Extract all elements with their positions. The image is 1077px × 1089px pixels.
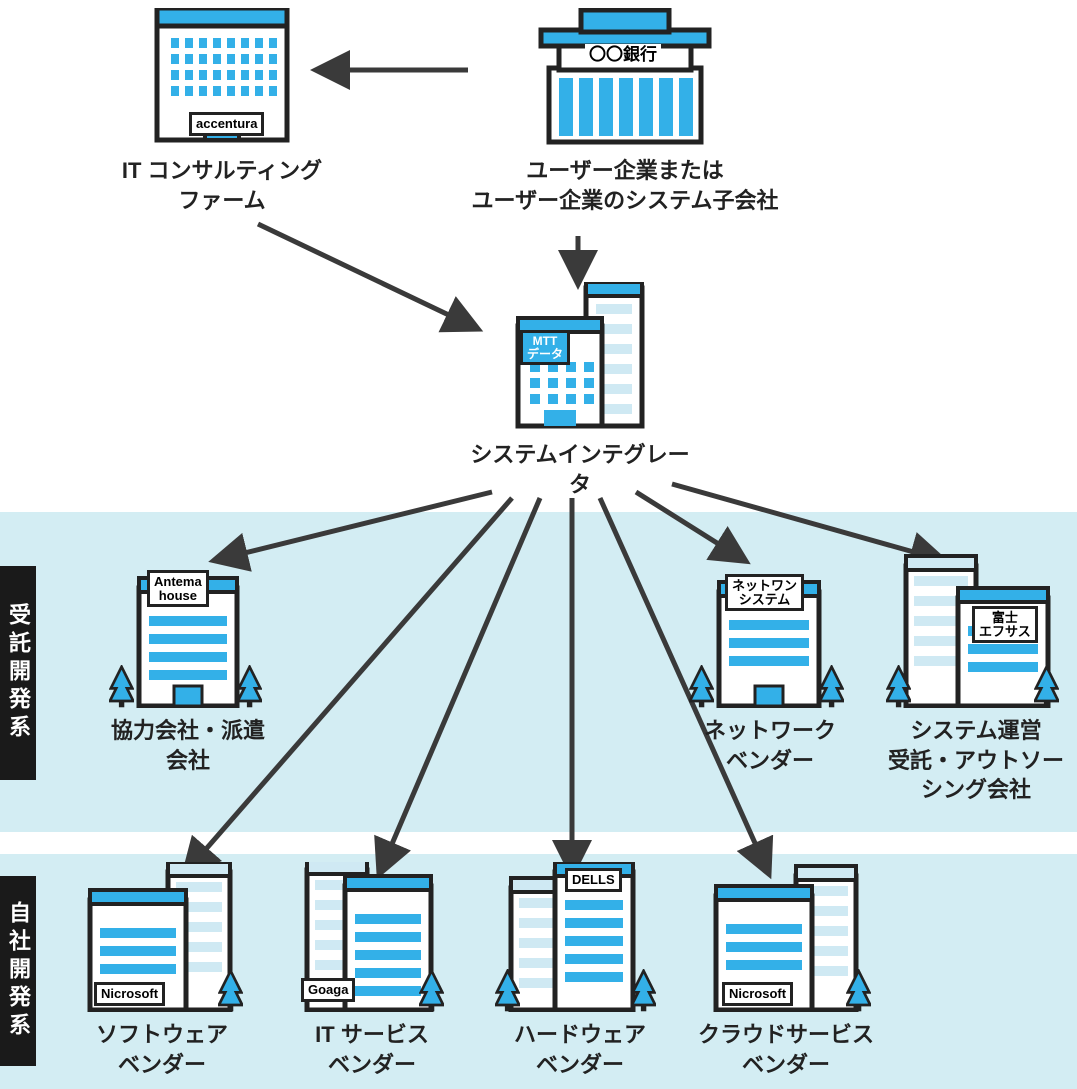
building-sign: 富士 エフサス bbox=[972, 606, 1038, 643]
node-caption: クラウドサービス ベンダー bbox=[686, 1020, 886, 1079]
node-itservice: Goaga IT サービス ベンダー bbox=[272, 862, 472, 1079]
tree-icon bbox=[109, 665, 134, 708]
node-caption: IT サービス ベンダー bbox=[272, 1020, 472, 1079]
tree-icon bbox=[846, 969, 871, 1012]
tree-icon bbox=[1034, 665, 1059, 708]
building-sign: Antema house bbox=[147, 570, 209, 607]
tree-icon bbox=[689, 665, 714, 708]
building-icon: MTT データ bbox=[500, 282, 660, 432]
node-caption: システムインテグレータ bbox=[460, 440, 700, 499]
tree-icon bbox=[495, 969, 520, 1012]
tree-icon bbox=[419, 969, 444, 1012]
tree-icon bbox=[886, 665, 911, 708]
node-si: MTT データシステムインテグレータ bbox=[460, 282, 700, 499]
building-sign: accentura bbox=[189, 112, 264, 136]
diagram-stage: 受託開発系 自社開発系 accentura IT コンサルティング ファーム 〇〇銀… bbox=[0, 0, 1077, 1089]
building-sign: MTT データ bbox=[520, 330, 570, 365]
node-caption: ユーザー企業または ユーザー企業のシステム子会社 bbox=[465, 156, 785, 215]
building-sign: DELLS bbox=[565, 868, 622, 892]
building-icon: accentura bbox=[147, 8, 297, 148]
node-user: 〇〇銀行ユーザー企業または ユーザー企業のシステム子会社 bbox=[465, 8, 785, 215]
node-caption: ソフトウェア ベンダー bbox=[62, 1020, 262, 1079]
building-icon: Nicrosoft bbox=[696, 862, 876, 1012]
building-icon: Antema house bbox=[103, 548, 273, 708]
node-caption: IT コンサルティング ファーム bbox=[112, 156, 332, 215]
node-caption: ハードウェア ベンダー bbox=[480, 1020, 680, 1079]
node-network: ネットワン システムネットワーク ベンダー bbox=[670, 548, 870, 775]
building-icon: Nicrosoft bbox=[72, 862, 252, 1012]
node-outsourcing: 富士 エフサスシステム運営 受託・アウトソー シング会社 bbox=[876, 548, 1076, 805]
tree-icon bbox=[237, 665, 262, 708]
node-partner: Antema house 協力会社・派遣 会社 bbox=[88, 548, 288, 775]
tree-icon bbox=[218, 969, 243, 1012]
inhouse-band-label: 自社開発系 bbox=[0, 876, 36, 1066]
building-icon: 富士 エフサス bbox=[886, 548, 1066, 708]
building-icon: ネットワン システム bbox=[685, 548, 855, 708]
node-hardware: DELLS ハードウェア ベンダー bbox=[480, 862, 680, 1079]
building-icon: Goaga bbox=[287, 862, 457, 1012]
node-caption: ネットワーク ベンダー bbox=[670, 716, 870, 775]
contract-band-label: 受託開発系 bbox=[0, 566, 36, 780]
tree-icon bbox=[819, 665, 844, 708]
building-sign: Nicrosoft bbox=[722, 982, 793, 1006]
node-software: Nicrosoft ソフトウェア ベンダー bbox=[62, 862, 262, 1079]
tree-icon bbox=[631, 969, 656, 1012]
node-caption: システム運営 受託・アウトソー シング会社 bbox=[876, 716, 1076, 805]
building-icon: DELLS bbox=[495, 862, 665, 1012]
node-cloud: Nicrosoft クラウドサービス ベンダー bbox=[686, 862, 886, 1079]
building-sign: Goaga bbox=[301, 978, 355, 1002]
arrow-consulting-si bbox=[258, 224, 476, 328]
node-caption: 協力会社・派遣 会社 bbox=[88, 716, 288, 775]
building-sign: 〇〇銀行 bbox=[585, 44, 661, 66]
node-consulting: accentura IT コンサルティング ファーム bbox=[112, 8, 332, 215]
building-sign: ネットワン システム bbox=[725, 574, 804, 611]
building-icon: 〇〇銀行 bbox=[535, 8, 715, 148]
building-sign: Nicrosoft bbox=[94, 982, 165, 1006]
